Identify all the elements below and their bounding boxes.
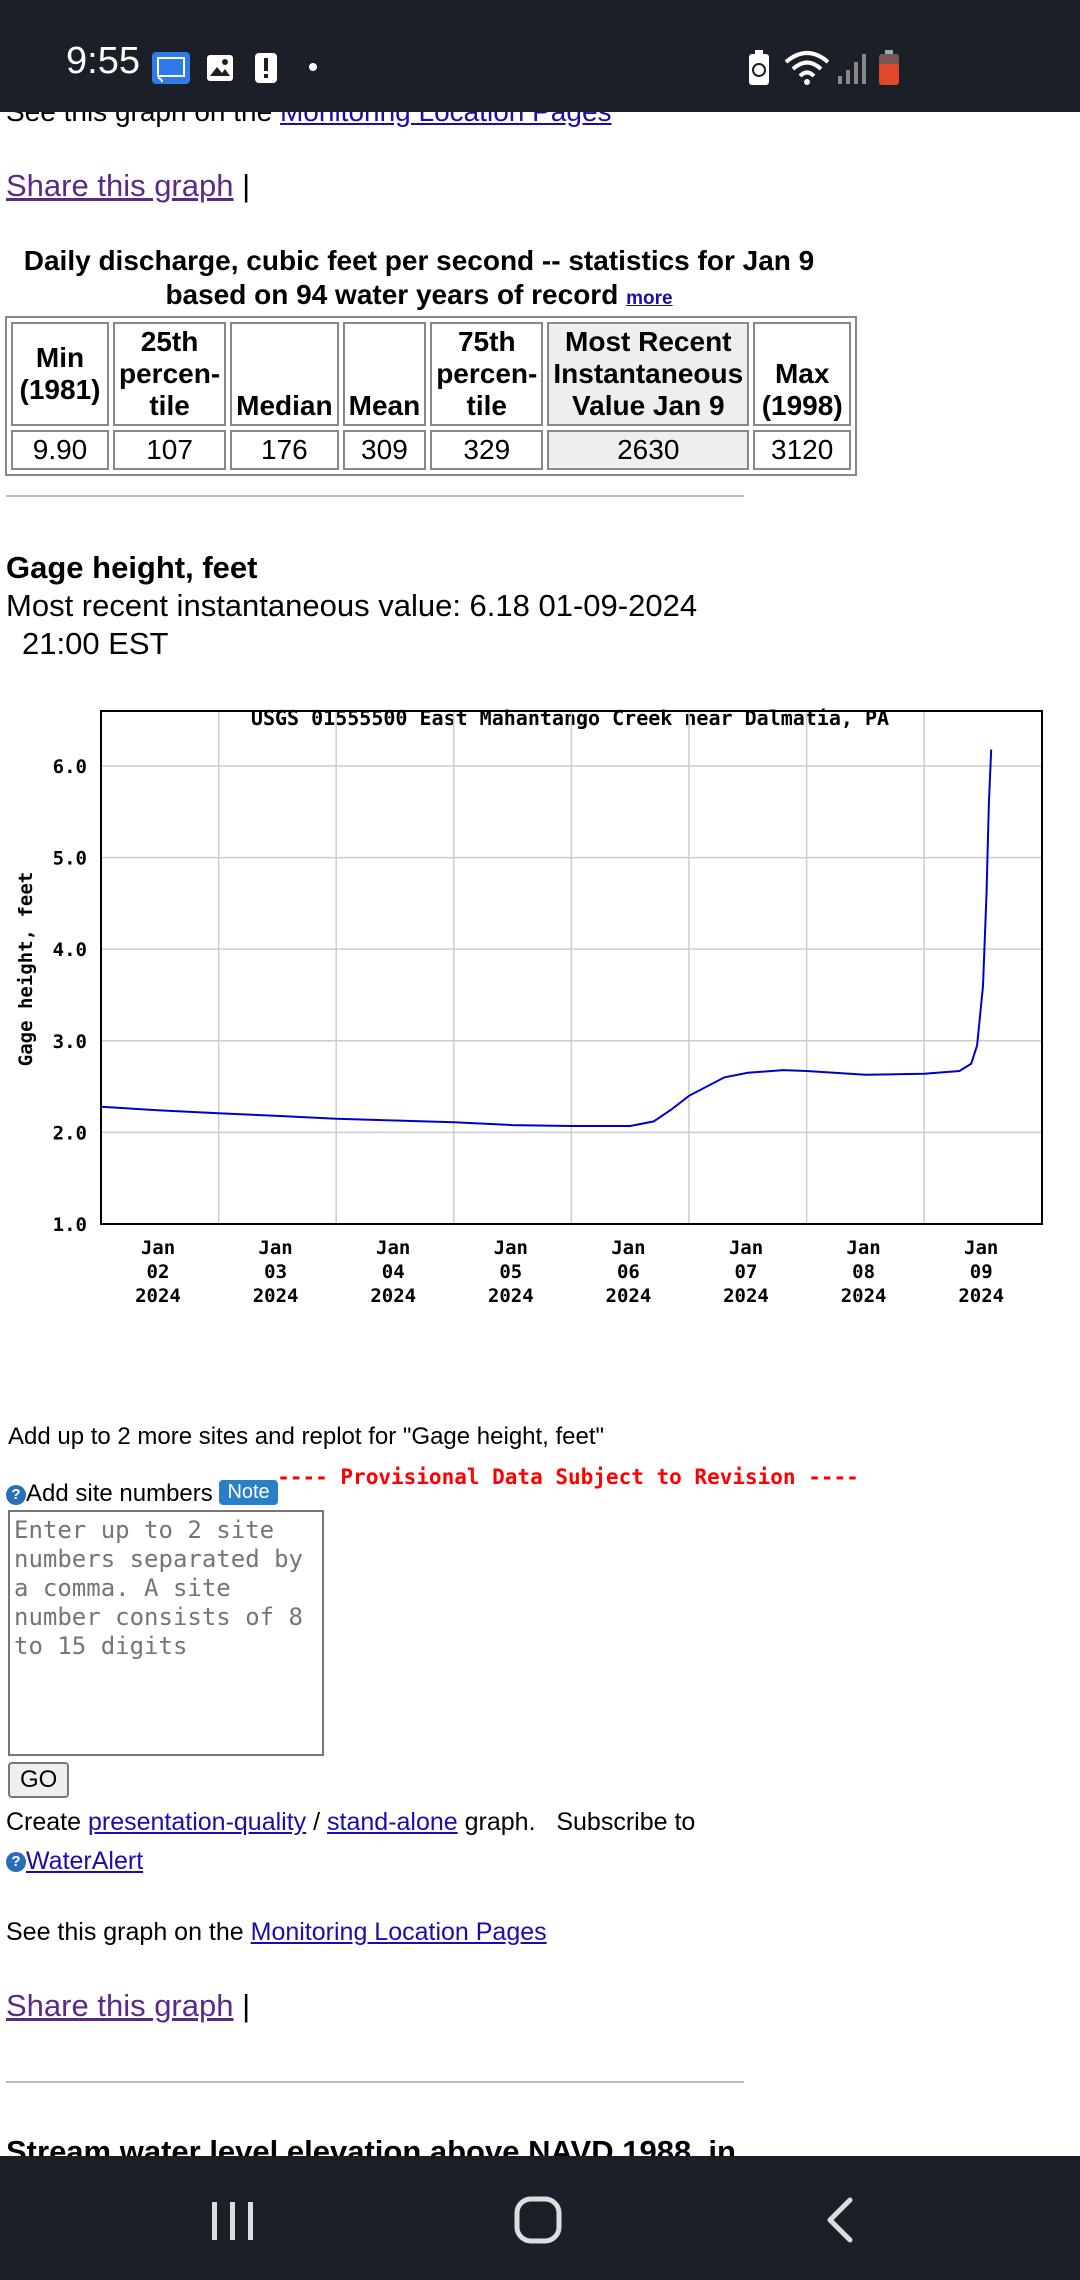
add-site-label: Add site numbers xyxy=(26,1480,213,1507)
provisional-note: ---- Provisional Data Subject to Revisio… xyxy=(277,1465,859,1489)
battery-saver-icon xyxy=(749,50,769,85)
value-min: 9.90 xyxy=(11,430,109,470)
stats-more-link[interactable]: more xyxy=(626,288,673,309)
value-max: 3120 xyxy=(753,430,852,470)
monitoring-location-link[interactable]: Monitoring Location Pages xyxy=(250,1918,547,1946)
x-tick-label: Jan 07 2024 xyxy=(723,1237,769,1307)
value-mean: 309 xyxy=(342,430,427,470)
stats-value-row: 9.90 107 176 309 329 2630 3120 xyxy=(11,430,852,470)
site-numbers-input[interactable] xyxy=(8,1510,324,1756)
x-tick-label: Jan 05 2024 xyxy=(488,1237,534,1307)
see-text: See this graph on the xyxy=(6,1918,251,1946)
back-icon[interactable] xyxy=(824,2196,856,2244)
stand-alone-link[interactable]: stand-alone xyxy=(327,1808,458,1836)
header-most-recent: Most Recent Instantaneous Value Jan 9 xyxy=(547,322,750,426)
divider-2 xyxy=(6,2081,744,2083)
share-graph-link[interactable]: Share this graph xyxy=(6,1988,234,2023)
cast-icon xyxy=(152,52,190,84)
header-mean: Mean xyxy=(342,322,427,426)
battery-low-icon xyxy=(879,50,899,85)
stats-table: Min (1981) 25th percen-tile Median Mean 75… xyxy=(5,316,858,476)
y-tick-label: 4.0 xyxy=(53,939,87,961)
y-tick-label: 6.0 xyxy=(53,756,87,778)
plot-frame xyxy=(100,710,1043,1225)
top-see-text: See this graph on the xyxy=(6,112,280,127)
y-tick-label: 5.0 xyxy=(53,848,87,870)
home-icon[interactable] xyxy=(514,2196,562,2244)
create-graph-line: Create presentation-quality / stand-alon… xyxy=(6,1808,695,1837)
top-monitoring-link[interactable]: Monitoring Location Pages xyxy=(280,112,612,127)
top-share-graph-link[interactable]: Share this graph xyxy=(6,168,234,203)
replot-text: Add up to 2 more sites and replot for "G… xyxy=(8,1423,605,1450)
value-most-recent: 2630 xyxy=(547,430,750,470)
header-25th: 25th percen-tile xyxy=(113,322,227,426)
wifi-icon xyxy=(784,51,830,85)
recent-apps-icon[interactable] xyxy=(210,2198,256,2242)
wateralert-link[interactable]: WaterAlert xyxy=(26,1847,144,1875)
add-site-row: ? Add site numbers Note xyxy=(6,1480,278,1508)
wateralert-line: ? WaterAlert xyxy=(6,1847,143,1876)
y-tick-label: 3.0 xyxy=(53,1031,87,1053)
help-icon[interactable]: ? xyxy=(6,1484,26,1505)
chart-ylabel: Gage height, feet xyxy=(15,872,37,1066)
alert-icon xyxy=(255,53,277,83)
stats-header-row: Min (1981) 25th percen-tile Median Mean 75… xyxy=(11,322,852,426)
note-badge[interactable]: Note xyxy=(219,1480,278,1505)
y-tick-label: 2.0 xyxy=(53,1122,87,1144)
x-tick-label: Jan 08 2024 xyxy=(841,1237,887,1307)
status-bar: 9:55 xyxy=(0,0,1080,112)
x-tick-label: Jan 04 2024 xyxy=(370,1237,416,1307)
top-share-line: Share this graph | xyxy=(6,168,250,204)
header-75th: 75th percen-tile xyxy=(430,322,544,426)
presentation-quality-link[interactable]: presentation-quality xyxy=(87,1808,307,1836)
divider-1 xyxy=(6,495,744,497)
top-share-separator: | xyxy=(242,168,251,203)
x-tick-label: Jan 06 2024 xyxy=(606,1237,652,1307)
create-text: Create xyxy=(6,1808,88,1836)
header-min: Min (1981) xyxy=(11,322,109,426)
gage-recent-line1: Most recent instantaneous value: 6.18 01… xyxy=(6,588,698,623)
x-tick-label: Jan 03 2024 xyxy=(253,1237,299,1307)
top-see-graph-line: See this graph on the Monitoring Locatio… xyxy=(6,112,612,128)
gallery-icon xyxy=(207,55,233,81)
share-line: Share this graph | xyxy=(6,1988,250,2024)
gage-height-line xyxy=(100,749,993,1127)
stats-caption: Daily discharge, cubic feet per second -… xyxy=(6,244,832,316)
see-graph-line: See this graph on the Monitoring Locatio… xyxy=(6,1918,547,1947)
signal-icon xyxy=(838,54,866,84)
navigation-bar xyxy=(0,2156,1080,2280)
value-median: 176 xyxy=(230,430,339,470)
graph-subscribe-text: graph. Subscribe to xyxy=(457,1808,696,1836)
chart-y-ticks: 1.0 2.0 3.0 4.0 5.0 6.0 xyxy=(53,756,87,1236)
gage-section-title: Gage height, feet xyxy=(6,550,258,585)
stats-caption-line2: based on 94 water years of record xyxy=(165,279,619,310)
chart-x-ticks: Jan 02 2024 Jan 03 2024 Jan 04 2024 Jan 05 2024 Jan 0… xyxy=(135,1237,1004,1307)
chart-grid xyxy=(101,711,1042,1225)
chart-title: USGS 01555500 East Mahantango Creek near… xyxy=(251,706,889,730)
value-25th: 107 xyxy=(113,430,227,470)
next-section-heading: Stream water level elevation above NAVD … xyxy=(6,2134,736,2156)
page-content: See this graph on the Monitoring Locatio… xyxy=(0,112,1080,2156)
header-median: Median xyxy=(230,322,339,426)
share-separator: | xyxy=(242,1988,251,2023)
status-time: 9:55 xyxy=(66,40,140,82)
x-tick-label: Jan 09 2024 xyxy=(958,1237,1004,1307)
header-max: Max (1998) xyxy=(753,322,852,426)
gage-recent-line2: 21:00 EST xyxy=(22,626,169,661)
stats-caption-line2-wrap: based on 94 water years of record more xyxy=(6,278,832,316)
dot-icon xyxy=(309,63,317,71)
gage-height-chart: USGS 01555500 East Mahantango Creek near… xyxy=(15,706,1043,1489)
value-75th: 329 xyxy=(430,430,544,470)
wateralert-help-icon[interactable]: ? xyxy=(6,1852,26,1873)
y-tick-label: 1.0 xyxy=(53,1214,87,1236)
go-button[interactable]: GO xyxy=(8,1762,70,1798)
stats-caption-line1: Daily discharge, cubic feet per second -… xyxy=(23,245,815,276)
slash-text: / xyxy=(306,1808,328,1836)
x-tick-label: Jan 02 2024 xyxy=(135,1237,181,1307)
